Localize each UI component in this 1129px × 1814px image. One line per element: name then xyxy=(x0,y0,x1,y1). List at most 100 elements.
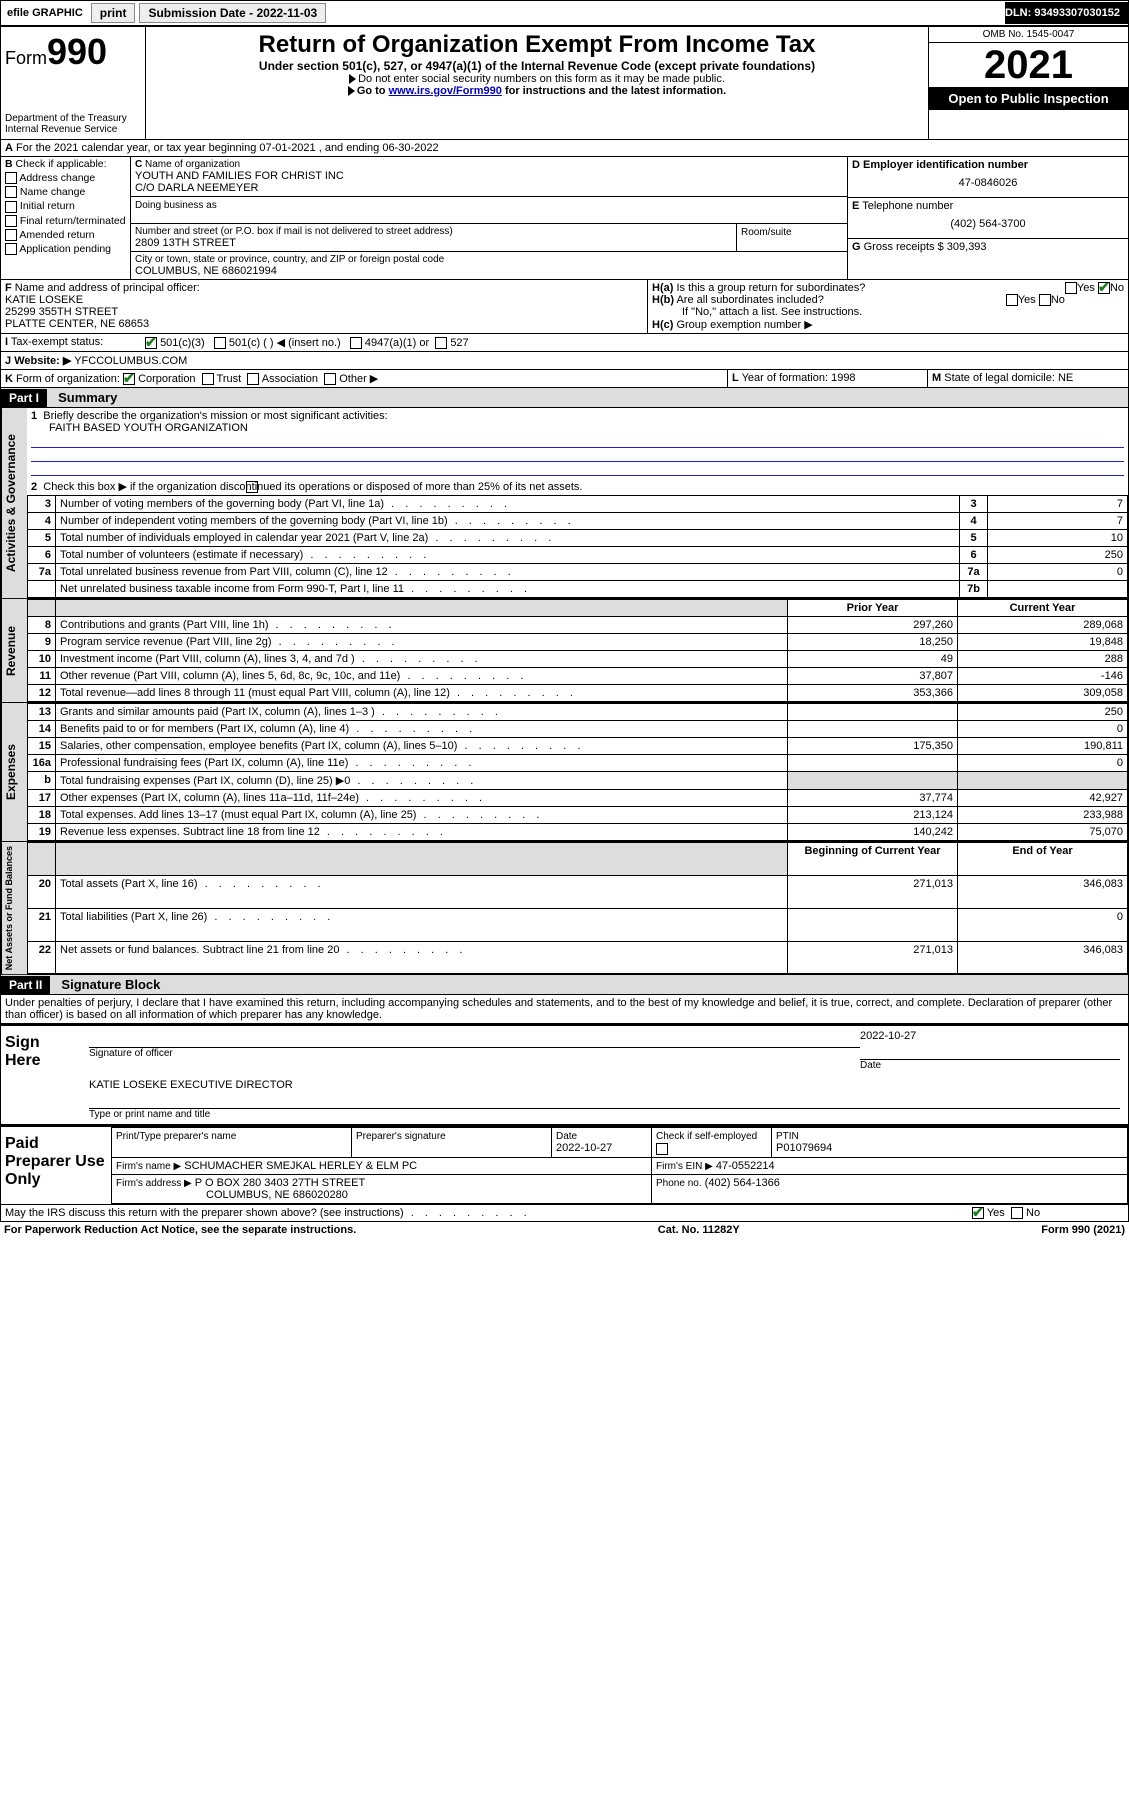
gross-value: 309,393 xyxy=(947,241,987,253)
preparer-table: Print/Type preparer's name Preparer's si… xyxy=(111,1127,1128,1203)
line-text: Net assets or fund balances. Subtract li… xyxy=(56,941,788,974)
q1-text: Briefly describe the organization's miss… xyxy=(43,410,387,422)
line-no: 19 xyxy=(28,824,56,841)
checkbox-icon[interactable] xyxy=(435,337,447,349)
section-label-net: Net Assets or Fund Balances xyxy=(1,842,27,974)
yes-label: Yes xyxy=(987,1207,1005,1219)
website-value: YFCCOLUMBUS.COM xyxy=(74,355,187,367)
checkbox-icon[interactable] xyxy=(5,243,17,255)
b-opt-initial: Initial return xyxy=(1,199,130,213)
yes-label: Yes xyxy=(1077,282,1095,294)
col-header: Current Year xyxy=(958,600,1128,617)
line-box: 4 xyxy=(960,513,988,530)
line-no: 16a xyxy=(28,755,56,772)
efile-label: efile GRAPHIC xyxy=(1,7,89,19)
line-value: 7 xyxy=(988,513,1128,530)
checkbox-icon[interactable] xyxy=(202,373,214,385)
net-table: Beginning of Current Year End of Year20 … xyxy=(27,842,1128,974)
expenses-table: 13 Grants and similar amounts paid (Part… xyxy=(27,703,1128,841)
table-row: 21 Total liabilities (Part X, line 26) 0 xyxy=(28,908,1128,941)
dln-label: DLN: 93493307030152 xyxy=(1005,2,1128,24)
line-text: Net unrelated business taxable income fr… xyxy=(56,581,960,598)
line-box: 7b xyxy=(960,581,988,598)
checkbox-icon[interactable] xyxy=(145,337,157,349)
b-opt-address: Address change xyxy=(1,171,130,185)
part1-expenses: Expenses 13 Grants and similar amounts p… xyxy=(0,703,1129,842)
table-row: 10 Investment income (Part VIII, column … xyxy=(28,651,1128,668)
checkbox-icon[interactable] xyxy=(1006,294,1018,306)
current-value: 309,058 xyxy=(958,685,1128,702)
b-opt-label: Initial return xyxy=(20,200,75,212)
sign-here-label: Sign Here xyxy=(1,1026,81,1124)
firm-name: SCHUMACHER SMEJKAL HERLEY & ELM PC xyxy=(184,1160,417,1172)
firm-ein: 47-0552214 xyxy=(716,1160,775,1172)
year-box: OMB No. 1545-0047 2021 Open to Public In… xyxy=(928,27,1128,139)
prior-value xyxy=(788,755,958,772)
b-title: Check if applicable: xyxy=(16,158,107,170)
checkbox-icon[interactable] xyxy=(214,337,226,349)
phone-value: (402) 564-3700 xyxy=(852,212,1124,236)
pra-notice: For Paperwork Reduction Act Notice, see … xyxy=(4,1224,356,1236)
col-header: End of Year xyxy=(958,843,1128,876)
checkbox-icon[interactable] xyxy=(5,186,17,198)
checkbox-icon[interactable] xyxy=(5,172,17,184)
part1-revenue: Revenue Prior Year Current Year8 Contrib… xyxy=(0,599,1129,703)
pt-date: 2022-10-27 xyxy=(556,1142,612,1154)
checkbox-icon[interactable] xyxy=(1098,282,1110,294)
room-label: Room/suite xyxy=(741,227,792,238)
checkbox-icon[interactable] xyxy=(246,481,258,493)
b-opt-label: Address change xyxy=(19,172,95,184)
firm-addr2: COLUMBUS, NE 686020280 xyxy=(116,1189,348,1201)
part2-label: Part II xyxy=(1,976,50,994)
section-h: H(a) Is this a group return for subordin… xyxy=(648,280,1128,333)
l-value: 1998 xyxy=(831,372,855,384)
form990-link[interactable]: www.irs.gov/Form990 xyxy=(389,85,502,97)
line-box: 6 xyxy=(960,547,988,564)
q2-text: Check this box ▶ if the organization dis… xyxy=(43,481,582,493)
checkbox-icon[interactable] xyxy=(1065,282,1077,294)
k-opt: Corporation xyxy=(138,373,195,385)
prior-value: 271,013 xyxy=(788,941,958,974)
city-value: COLUMBUS, NE 686021994 xyxy=(135,265,843,277)
street-label: Number and street (or P.O. box if mail i… xyxy=(135,226,732,237)
checkbox-icon[interactable] xyxy=(123,373,135,385)
form-ref: Form 990 (2021) xyxy=(1041,1224,1125,1236)
officer-name: KATIE LOSEKE xyxy=(5,294,83,306)
ein-value: 47-0846026 xyxy=(852,171,1124,195)
checkbox-icon[interactable] xyxy=(656,1143,668,1155)
print-button[interactable]: print xyxy=(91,3,136,23)
form-note-2: Go to www.irs.gov/Form990 for instructio… xyxy=(152,85,922,97)
current-value: 190,811 xyxy=(958,738,1128,755)
checkbox-icon[interactable] xyxy=(1039,294,1051,306)
checkbox-icon[interactable] xyxy=(1011,1207,1023,1219)
sig-officer-label: Signature of officer xyxy=(89,1048,860,1059)
line-text: Revenue less expenses. Subtract line 18 … xyxy=(56,824,788,841)
checkbox-icon[interactable] xyxy=(5,229,17,241)
no-label: No xyxy=(1051,294,1065,306)
prior-value: 49 xyxy=(788,651,958,668)
form-header: Form990 Department of the Treasury Inter… xyxy=(0,26,1129,140)
k-label: Form of organization: xyxy=(16,373,120,385)
current-value: 0 xyxy=(958,755,1128,772)
prior-value xyxy=(788,704,958,721)
table-row: 7a Total unrelated business revenue from… xyxy=(28,564,1128,581)
submission-date-button[interactable]: Submission Date - 2022-11-03 xyxy=(139,3,326,23)
current-value xyxy=(958,772,1128,790)
current-value: 250 xyxy=(958,704,1128,721)
i-opt: 4947(a)(1) or xyxy=(365,337,429,349)
prior-value: 271,013 xyxy=(788,876,958,909)
form-subtitle: Under section 501(c), 527, or 4947(a)(1)… xyxy=(152,59,922,73)
mission-text: FAITH BASED YOUTH ORGANIZATION xyxy=(31,422,248,434)
no-label: No xyxy=(1110,282,1124,294)
city-label: City or town, state or province, country… xyxy=(135,254,843,265)
checkbox-icon[interactable] xyxy=(247,373,259,385)
checkbox-icon[interactable] xyxy=(324,373,336,385)
page-footer: For Paperwork Reduction Act Notice, see … xyxy=(0,1222,1129,1238)
checkbox-icon[interactable] xyxy=(5,201,17,213)
checkbox-icon[interactable] xyxy=(5,215,17,227)
b-opt-label: Amended return xyxy=(19,229,94,241)
no-label: No xyxy=(1026,1207,1040,1219)
table-row: 17 Other expenses (Part IX, column (A), … xyxy=(28,790,1128,807)
checkbox-icon[interactable] xyxy=(350,337,362,349)
checkbox-icon[interactable] xyxy=(972,1207,984,1219)
